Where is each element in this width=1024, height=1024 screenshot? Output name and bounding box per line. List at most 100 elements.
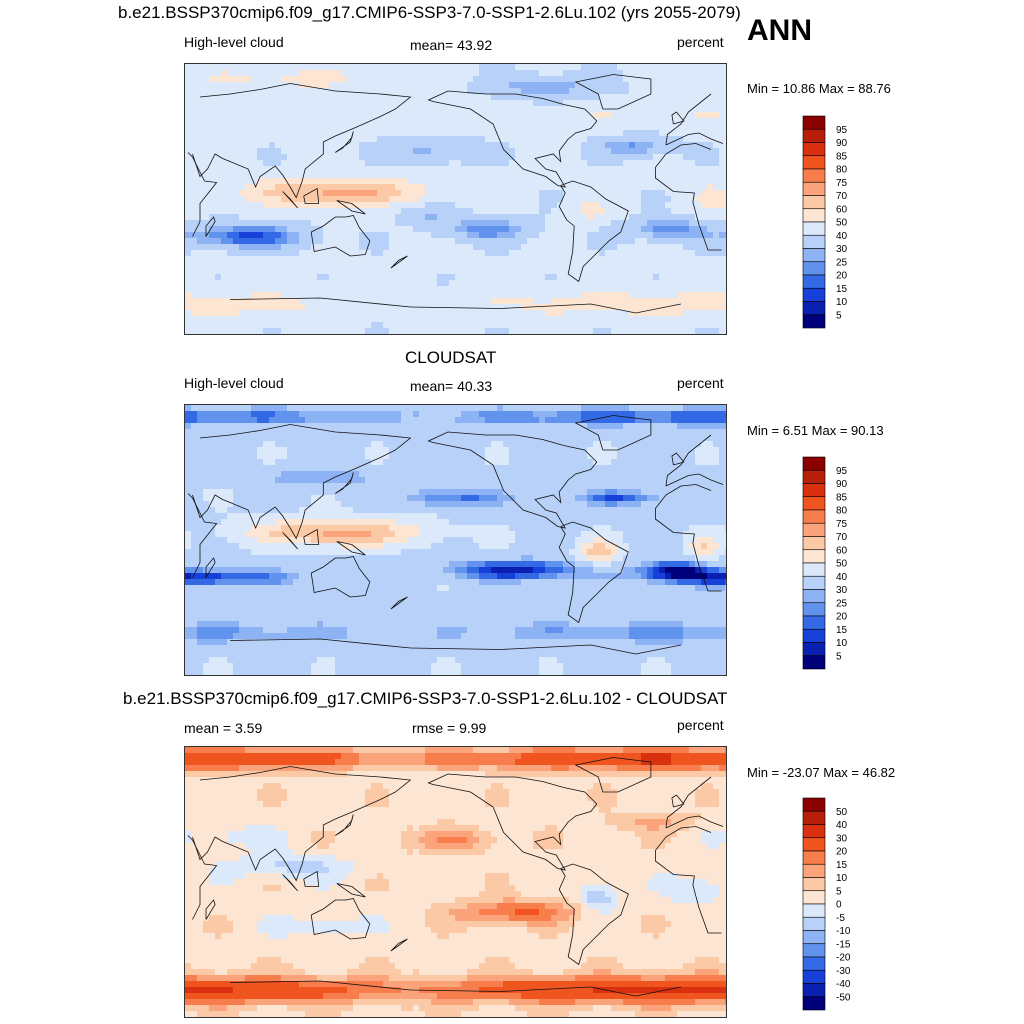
field-cell <box>365 274 372 281</box>
field-cell <box>413 220 420 227</box>
field-cell <box>623 100 630 107</box>
field-cell <box>407 148 414 155</box>
field-cell <box>419 423 426 430</box>
field-cell <box>371 106 378 113</box>
field-cell <box>479 262 486 269</box>
field-cell <box>635 262 642 269</box>
field-cell <box>503 244 510 251</box>
field-cell <box>401 250 408 257</box>
field-cell <box>455 148 462 155</box>
field-cell <box>587 106 594 113</box>
field-cell <box>401 328 408 334</box>
field-cell <box>563 190 570 197</box>
field-cell <box>635 106 642 113</box>
field-cell <box>695 148 702 155</box>
field-cell <box>389 118 396 125</box>
field-cell <box>341 250 348 257</box>
field-cell <box>329 256 336 263</box>
field-cell <box>311 100 318 107</box>
field-cell <box>611 124 618 131</box>
field-cell <box>509 112 516 119</box>
field-cell <box>377 286 384 293</box>
field-cell <box>563 250 570 257</box>
field-cell <box>371 190 378 197</box>
field-cell <box>227 244 234 251</box>
field-cell <box>197 154 204 161</box>
field-cell <box>401 166 408 173</box>
field-cell <box>491 88 498 95</box>
field-cell <box>605 441 612 448</box>
field-cell <box>233 202 240 209</box>
field-cell <box>719 202 726 209</box>
field-cell <box>677 94 684 101</box>
field-cell <box>509 166 516 173</box>
field-cell <box>227 292 234 299</box>
field-cell <box>701 298 708 305</box>
field-cell <box>335 441 342 448</box>
field-cell <box>269 423 276 430</box>
colorbar-tick-label: 10 <box>836 297 848 308</box>
field-cell <box>665 250 672 257</box>
panel-units-label: percent <box>677 375 724 391</box>
field-cell <box>305 453 312 460</box>
field-cell <box>239 136 246 143</box>
field-cell <box>359 304 366 311</box>
field-cell <box>383 453 390 460</box>
field-cell <box>185 316 192 323</box>
field-cell <box>293 417 300 424</box>
field-cell <box>461 202 468 209</box>
field-cell <box>317 130 324 137</box>
field-cell <box>557 94 564 101</box>
field-cell <box>719 208 726 215</box>
field-cell <box>305 100 312 107</box>
field-cell <box>251 322 258 329</box>
field-cell <box>659 148 666 155</box>
field-cell <box>545 118 552 125</box>
field-cell <box>545 184 552 191</box>
field-cell <box>311 142 318 149</box>
field-cell <box>659 142 666 149</box>
field-cell <box>221 226 228 233</box>
field-cell <box>245 214 252 221</box>
field-cell <box>281 405 288 412</box>
field-cell <box>533 280 540 287</box>
field-cell <box>437 429 444 436</box>
field-cell <box>263 405 270 412</box>
field-cell <box>209 172 216 179</box>
field-cell <box>587 190 594 197</box>
field-cell <box>719 130 726 137</box>
field-cell <box>725 322 726 329</box>
coastline <box>665 132 724 146</box>
field-cell <box>611 256 618 263</box>
field-cell <box>269 208 276 215</box>
field-cell <box>473 280 480 287</box>
field-cell <box>593 76 600 83</box>
field-cell <box>395 220 402 227</box>
field-cell <box>719 286 726 293</box>
field-cell <box>509 202 516 209</box>
field-cell <box>623 292 630 299</box>
field-cell <box>587 100 594 107</box>
field-cell <box>551 244 558 251</box>
field-cell <box>497 160 504 167</box>
field-cell <box>485 423 492 430</box>
field-cell <box>629 142 636 149</box>
field-cell <box>461 76 468 83</box>
field-cell <box>323 208 330 215</box>
field-cell <box>461 184 468 191</box>
field-cell <box>701 256 708 263</box>
field-cell <box>347 328 354 334</box>
field-cell <box>635 310 642 317</box>
field-cell <box>629 100 636 107</box>
field-cell <box>497 298 504 305</box>
field-cell <box>401 64 408 71</box>
field-cell <box>575 64 582 71</box>
field-cell <box>197 100 204 107</box>
field-cell <box>287 274 294 281</box>
field-cell <box>653 411 660 418</box>
field-cell <box>353 214 360 221</box>
field-cell <box>245 405 252 412</box>
field-cell <box>335 244 342 251</box>
field-cell <box>479 268 486 275</box>
field-cell <box>437 148 444 155</box>
